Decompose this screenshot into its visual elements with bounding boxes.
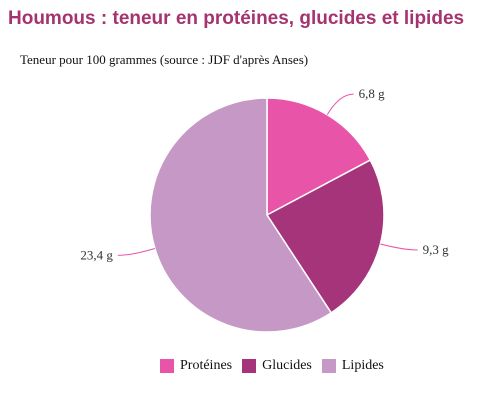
data-label-glucides: 9,3 g [423, 242, 450, 257]
label-connector-glucides [380, 243, 418, 251]
data-label-proteines: 6,8 g [359, 86, 386, 101]
chart-subtitle: Teneur pour 100 grammes (source : JDF d'… [20, 52, 309, 67]
legend-label-glucides: Glucides [262, 358, 312, 373]
pie-slice-proteines[interactable] [266, 97, 372, 217]
legend-item-proteines[interactable]: Protéines [160, 358, 232, 374]
data-label-lipides: 23,4 g [80, 247, 113, 262]
legend-swatch-lipides [321, 359, 336, 373]
legend-label-lipides: Lipides [341, 358, 384, 373]
legend-label-proteines: Protéines [180, 358, 233, 373]
legend-swatch-proteines [160, 359, 174, 373]
label-connector-lipides [117, 248, 156, 256]
legend-swatch-glucides [242, 359, 257, 373]
label-connector-proteines [326, 93, 354, 115]
chart-title: Houmous : teneur en protéines, glucides … [8, 8, 465, 29]
chart-legend: Protéines Glucides Lipides [160, 358, 394, 374]
legend-item-lipides[interactable]: Lipides [321, 358, 384, 374]
legend-item-glucides[interactable]: Glucides [242, 358, 312, 374]
pie-slice-lipides[interactable] [149, 97, 333, 333]
